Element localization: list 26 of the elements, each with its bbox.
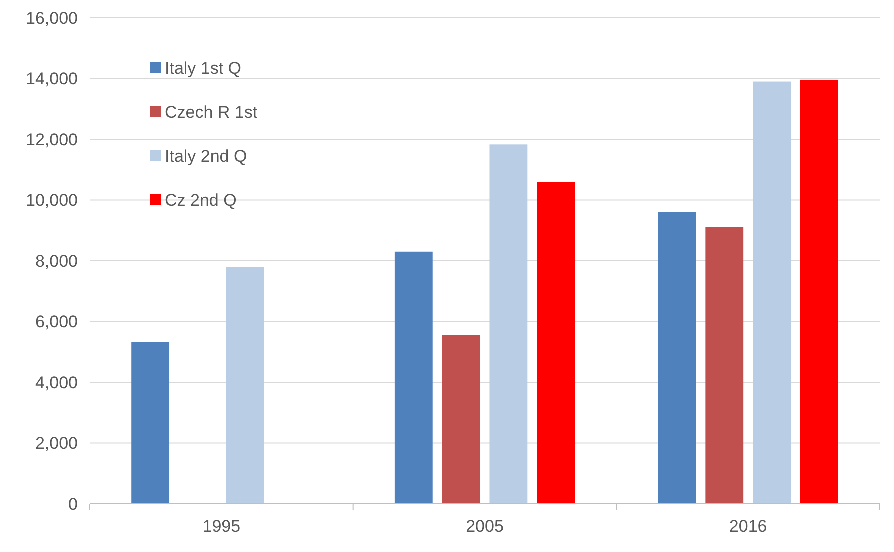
bar bbox=[537, 182, 576, 504]
x-tick-label: 2016 bbox=[729, 517, 768, 536]
y-tick-label: 6,000 bbox=[35, 312, 78, 332]
bar bbox=[706, 227, 744, 504]
bar bbox=[800, 80, 838, 504]
bar bbox=[490, 144, 528, 504]
legend-label: Italy 1st Q bbox=[165, 58, 242, 78]
y-tick-label: 10,000 bbox=[26, 191, 78, 210]
bar bbox=[132, 342, 170, 504]
y-tick-label: 0 bbox=[68, 494, 78, 514]
legend-label: Italy 2nd Q bbox=[165, 146, 248, 166]
bar bbox=[394, 252, 433, 504]
bar bbox=[442, 335, 480, 504]
x-tick-label: 1995 bbox=[202, 517, 241, 536]
bar bbox=[753, 82, 791, 504]
legend-label: Cz 2nd Q bbox=[165, 190, 237, 210]
bar bbox=[226, 267, 264, 504]
bar bbox=[658, 212, 696, 504]
y-tick-label: 12,000 bbox=[26, 130, 78, 150]
y-tick-label: 4,000 bbox=[35, 373, 78, 392]
y-tick-label: 8,000 bbox=[35, 252, 78, 271]
x-tick-label: 2005 bbox=[466, 517, 504, 536]
y-tick-label: 14,000 bbox=[26, 70, 78, 89]
y-tick-label: 2,000 bbox=[35, 434, 78, 454]
y-tick-label: 16,000 bbox=[26, 8, 78, 28]
legend-label: Czech R 1st bbox=[165, 102, 258, 122]
